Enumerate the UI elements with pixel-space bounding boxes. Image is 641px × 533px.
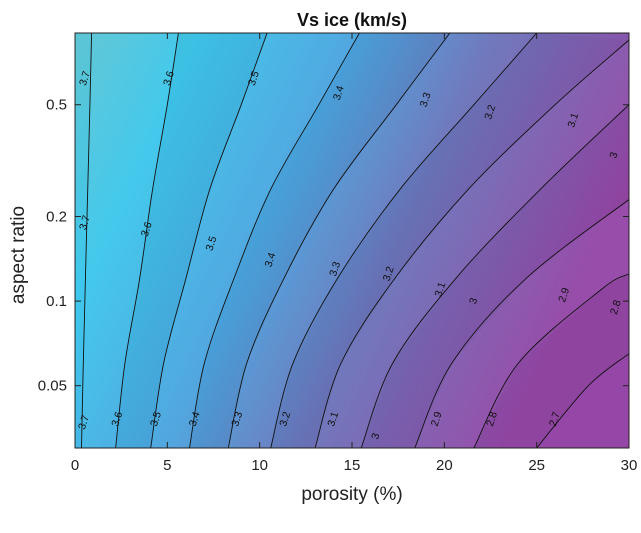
contour-label: 2.8: [484, 410, 500, 428]
contour-label: 3.1: [325, 410, 341, 428]
x-axis-ticks: 0 5 10 15 20 25 30: [71, 33, 638, 474]
contour-label: 3.4: [187, 410, 203, 428]
x-tick-label: 25: [528, 457, 545, 474]
contour-label: 3.7: [77, 69, 93, 87]
contour-line-2-7: [536, 353, 629, 448]
contour-line-2-9: [414, 199, 629, 448]
contour-label: 3: [467, 296, 480, 305]
contour-label: 3: [369, 432, 382, 441]
contour-line-3-3: [227, 33, 451, 448]
y-tick-label: 0.1: [46, 293, 67, 310]
contour-label: 3.6: [139, 220, 155, 238]
y-axis-label: aspect ratio: [8, 206, 29, 304]
contour-label: 2.7: [547, 410, 563, 428]
contour-label: 3.4: [331, 84, 347, 102]
y-tick-label: 0.2: [46, 209, 67, 226]
y-axis-ticks: 0.05 0.1 0.2 0.5: [38, 97, 629, 395]
contour-label: 3.2: [277, 410, 293, 428]
contour-label: 3.5: [246, 69, 262, 87]
contour-label: 3.7: [76, 413, 92, 431]
x-tick-label: 20: [436, 457, 453, 474]
x-tick-label: 0: [71, 457, 79, 474]
contour-labels: 3.7 3.6 3.5 3.4 3.3 3.2 3.1 3 3.7 3.6 3.5 3.4 3.3 3.2…: [76, 69, 624, 440]
contour-label: 3.5: [148, 410, 164, 428]
contour-line-3-2: [270, 33, 538, 448]
contour-label: 3: [607, 151, 620, 160]
contour-label: 3.2: [482, 103, 498, 121]
contour-label: 2.8: [608, 298, 624, 316]
contour-label: 3.7: [77, 214, 93, 232]
contour-line-3-6: [115, 33, 179, 448]
y-tick-label: 0.05: [38, 378, 67, 395]
contour-label: 3.3: [418, 91, 434, 109]
contour-label: 3.1: [565, 111, 581, 129]
contour-label: 2.9: [429, 410, 445, 428]
contour-line-3: [360, 104, 629, 448]
x-axis-label: porosity (%): [301, 484, 402, 505]
contour-label: 3.6: [161, 69, 177, 87]
contour-label: 3.3: [327, 260, 343, 278]
y-tick-label: 0.5: [46, 97, 67, 114]
chart-title: Vs ice (km/s): [297, 10, 407, 30]
x-tick-label: 10: [251, 457, 268, 474]
contour-line-3-1: [314, 39, 629, 448]
contour-lines: [81, 33, 629, 448]
contour-line-2-8: [473, 273, 629, 448]
contour-label: 3.5: [204, 235, 220, 253]
contour-label: 2.9: [556, 286, 572, 304]
contour-label: 3.6: [109, 410, 125, 428]
x-tick-label: 5: [163, 457, 171, 474]
contour-label: 3.3: [229, 410, 245, 428]
contour-line-3-5: [150, 33, 268, 448]
contour-label: 3.1: [432, 280, 448, 298]
x-tick-label: 15: [344, 457, 361, 474]
contour-bands: [82, 33, 630, 448]
contour-label: 3.4: [263, 251, 279, 269]
contour-line-3-4: [189, 33, 360, 448]
contour-label: 3.2: [381, 265, 397, 283]
x-tick-label: 30: [621, 457, 638, 474]
contour-line-3-7: [81, 33, 93, 448]
